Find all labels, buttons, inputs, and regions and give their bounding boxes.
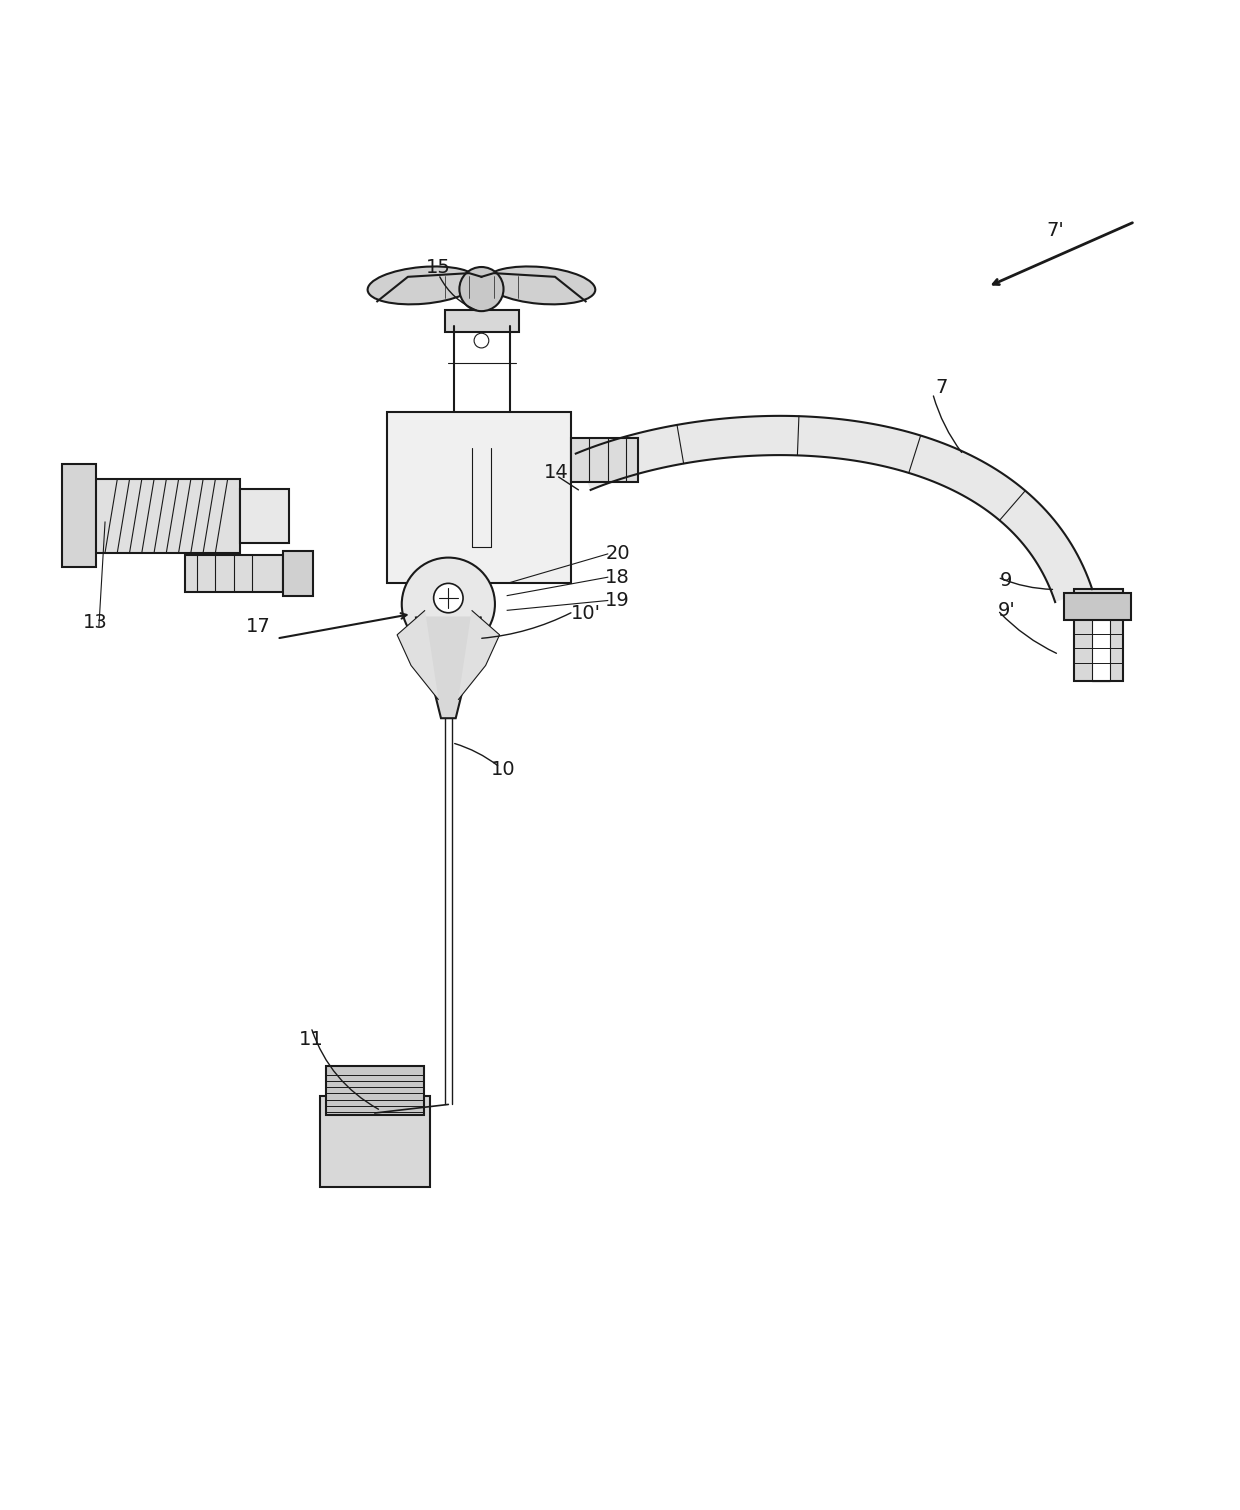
Bar	[1074, 589, 1122, 681]
Bar	[239, 489, 289, 544]
Text: 7: 7	[935, 378, 947, 397]
Bar	[445, 310, 520, 332]
FancyBboxPatch shape	[387, 412, 570, 583]
Bar	[93, 479, 239, 553]
Text: 13: 13	[83, 613, 108, 633]
Bar	[320, 1096, 430, 1187]
Text: 10: 10	[491, 760, 516, 779]
Text: 11: 11	[299, 1030, 324, 1049]
Text: 17: 17	[246, 616, 270, 636]
Polygon shape	[397, 610, 439, 699]
Text: 15: 15	[427, 258, 451, 276]
Bar	[1064, 593, 1131, 621]
Polygon shape	[458, 610, 500, 699]
Ellipse shape	[367, 266, 477, 305]
Bar	[570, 438, 639, 482]
Text: 10': 10'	[570, 604, 600, 624]
Bar	[185, 556, 283, 592]
Text: 19: 19	[605, 590, 630, 610]
Text: 7': 7'	[1047, 220, 1064, 240]
Text: 14: 14	[544, 464, 569, 483]
Bar	[326, 1066, 424, 1116]
Circle shape	[402, 557, 495, 651]
Ellipse shape	[485, 266, 595, 305]
Bar	[1092, 621, 1111, 681]
Polygon shape	[415, 616, 481, 719]
Circle shape	[459, 267, 503, 311]
Polygon shape	[575, 415, 1092, 602]
FancyBboxPatch shape	[62, 465, 97, 568]
Text: 9: 9	[999, 571, 1012, 590]
Circle shape	[434, 583, 463, 613]
Text: 20: 20	[605, 545, 630, 563]
Text: 9': 9'	[997, 601, 1016, 619]
Circle shape	[474, 334, 489, 347]
Bar	[283, 551, 314, 595]
Text: 18: 18	[605, 568, 630, 587]
